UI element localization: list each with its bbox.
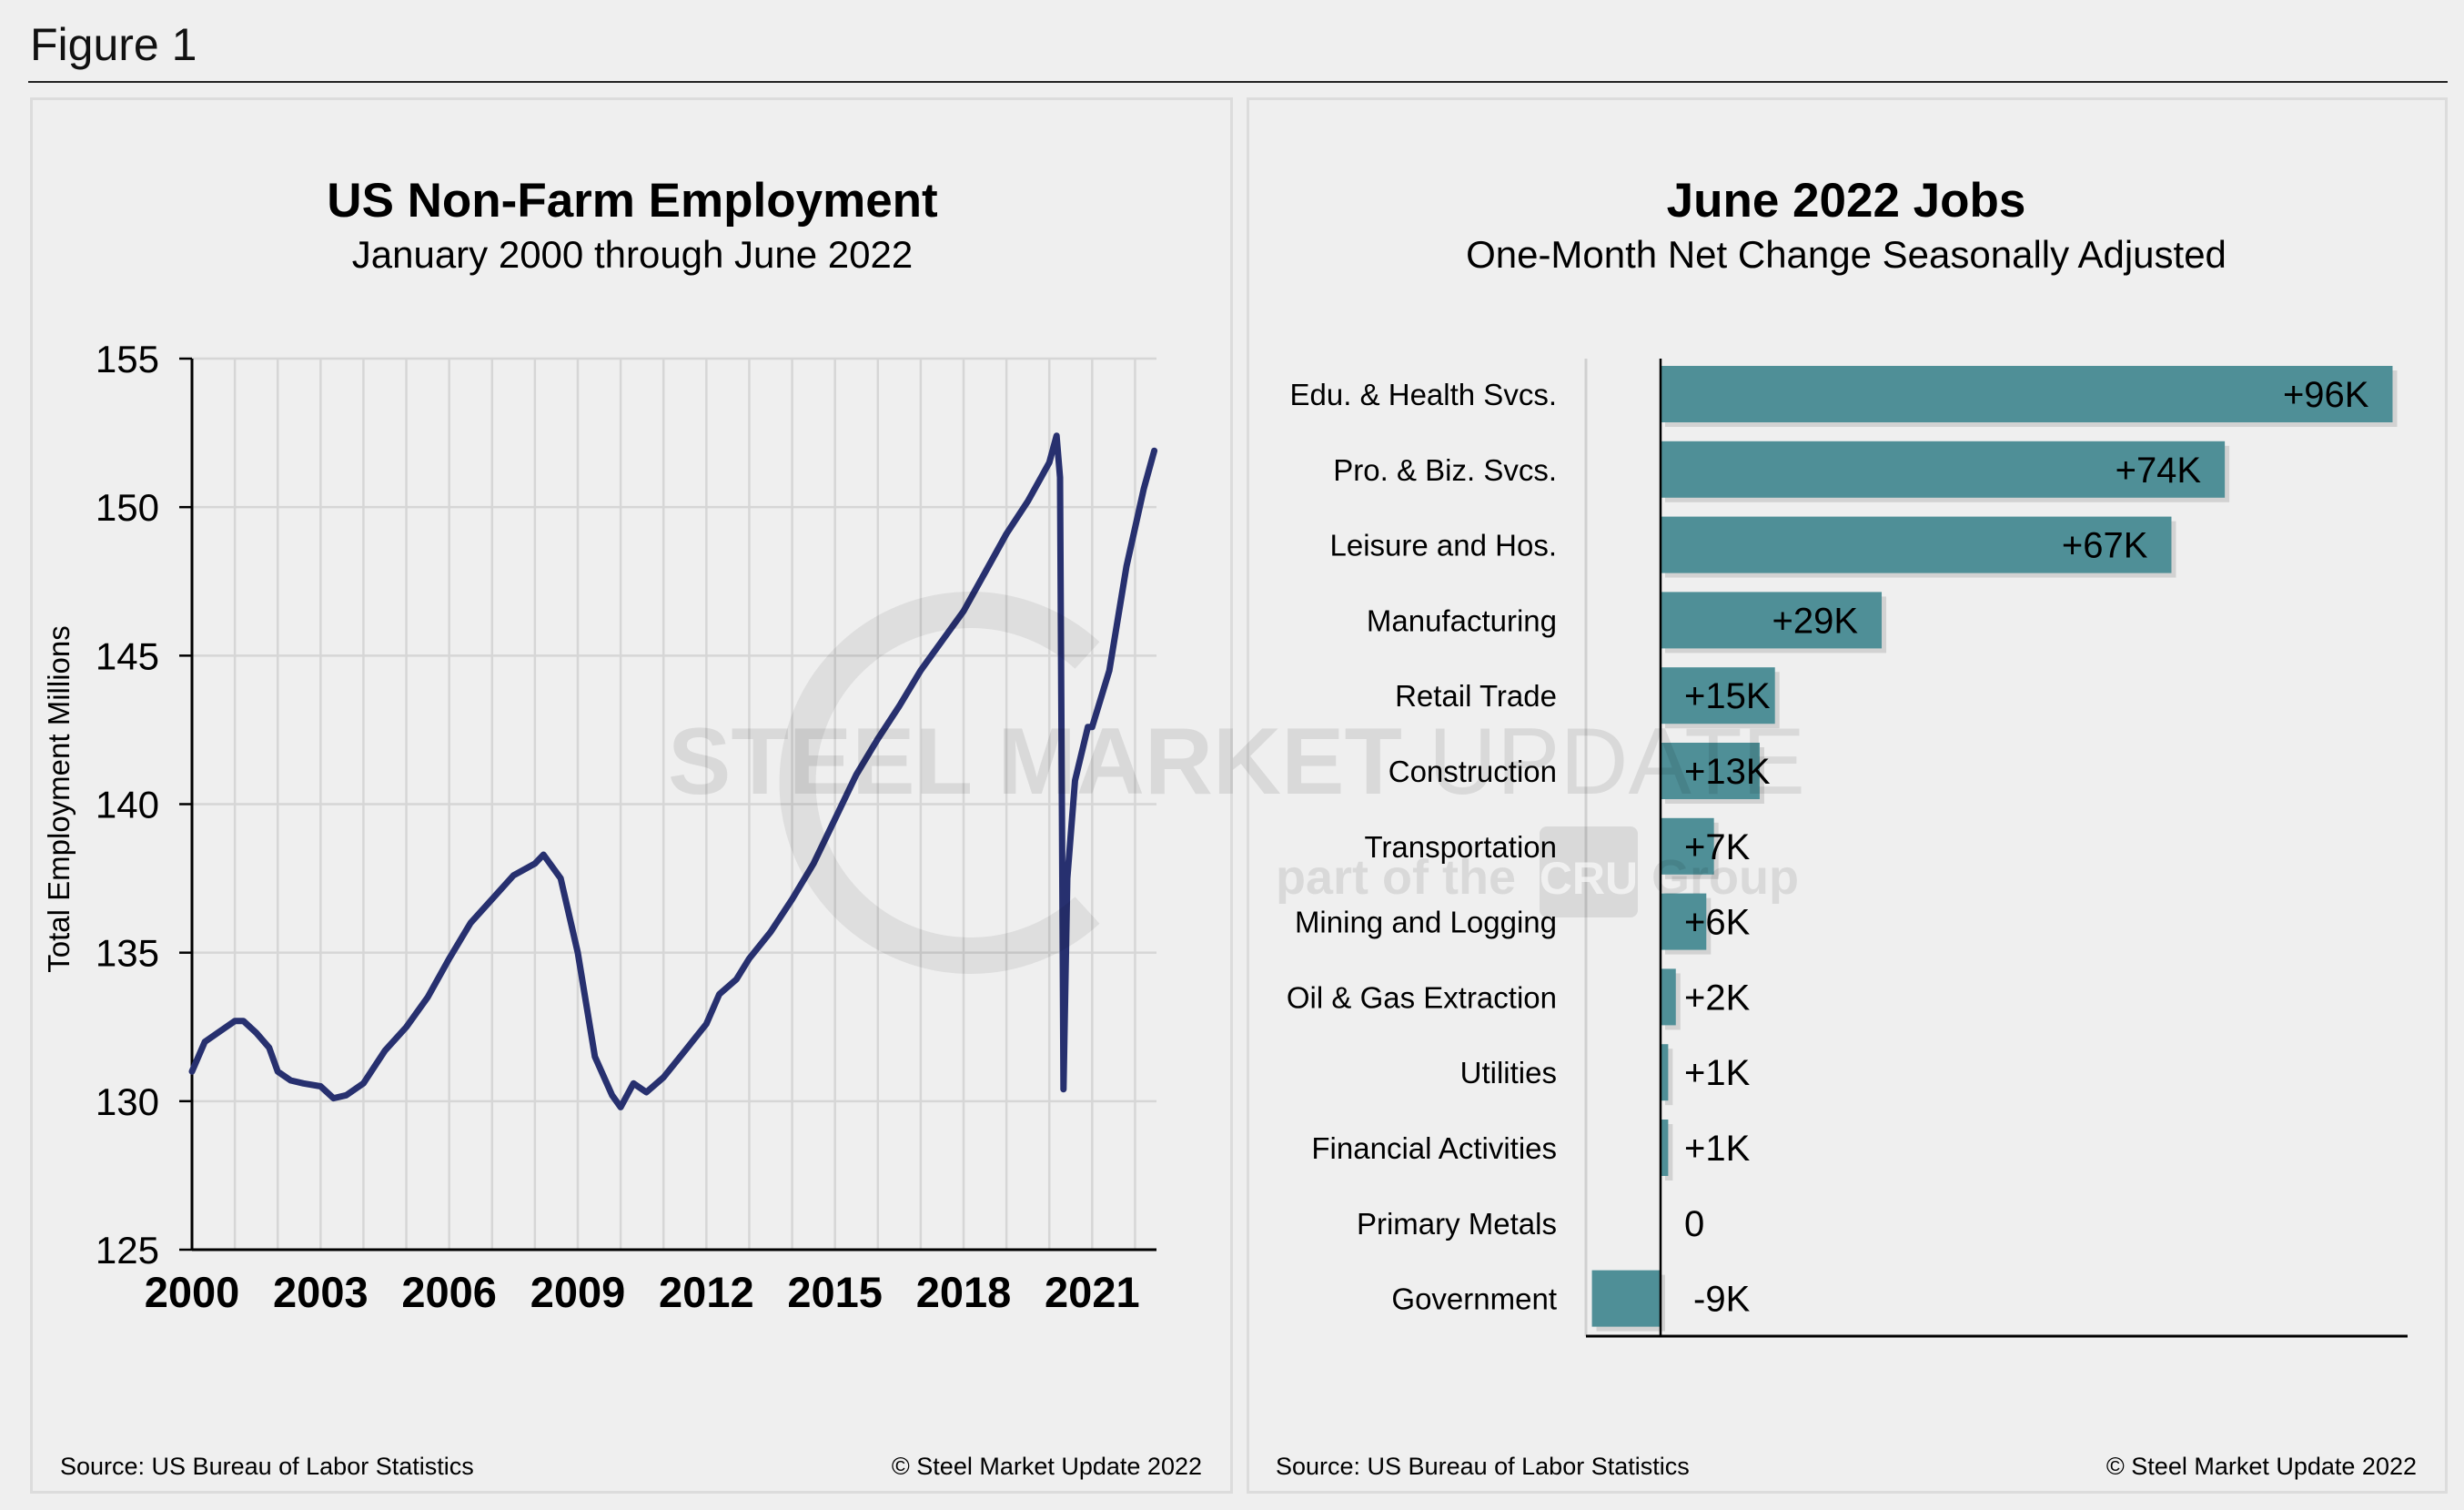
right-copyright: © Steel Market Update 2022 [2106,1453,2417,1480]
jobs-chart-subtitle: One-Month Net Change Seasonally Adjusted [1466,233,2227,276]
y-axis-label: Total Employment Millions [42,625,76,972]
bar [1661,1044,1669,1101]
x-tick-label: 2012 [659,1268,754,1316]
bar [1591,1270,1661,1327]
jobs-chart-panel [1247,97,2448,1494]
bar [1661,817,1714,875]
bar-value-label: -9K [1693,1280,1751,1320]
bar [1661,1120,1669,1176]
bar-shadow [1665,1049,1673,1106]
bar-value-label: 0 [1684,1204,1704,1244]
x-tick-label: 2021 [1045,1268,1140,1316]
bar [1661,667,1775,725]
bar-shadow [1665,1124,1673,1181]
x-tick-label: 2018 [916,1268,1012,1316]
employment-chart-subtitle: January 2000 through June 2022 [351,233,914,276]
employment-line-chart: 125 130 135 140 145 150 155 2000 2003 2006 2009 201… [42,338,1158,1316]
jobs-chart-title: June 2022 Jobs [1666,174,2026,228]
category-label: Pro. & Biz. Svcs. [1333,453,1557,487]
figure-rule [28,81,2448,83]
bar-value-label: +2K [1684,978,1751,1018]
category-label: Primary Metals [1357,1207,1557,1241]
y-tick-label: 135 [96,932,159,975]
category-label: Oil & Gas Extraction [1287,980,1557,1014]
x-tick-label: 2003 [273,1268,369,1316]
category-label: Transportation [1364,830,1557,864]
x-tick-label: 2009 [530,1268,626,1316]
y-tick-label: 145 [96,634,159,677]
bar [1661,893,1707,950]
category-label: Retail Trade [1395,679,1557,713]
category-label: Edu. & Health Svcs. [1290,378,1557,411]
bar [1661,743,1760,799]
employment-chart-panel [30,97,1233,1494]
bar-value-label: +6K [1684,903,1751,943]
category-label: Mining and Logging [1295,906,1557,939]
bar [1661,592,1883,649]
x-tick-label: 2006 [401,1268,497,1316]
x-tick-label: 2000 [145,1268,240,1316]
bar-value-label: +74K [2116,451,2202,491]
bar [1661,441,2226,498]
y-tick-label: 125 [96,1229,159,1272]
bar [1661,968,1676,1026]
left-copyright: © Steel Market Update 2022 [891,1453,1202,1480]
bar-value-label: +1K [1684,1129,1751,1169]
category-label: Financial Activities [1311,1131,1557,1165]
bar-value-label: +29K [1772,601,1858,641]
bar-value-label: +7K [1684,827,1751,867]
x-tick-label: 2015 [787,1268,883,1316]
y-tick-label: 140 [96,784,159,826]
bar-value-label: +67K [2062,526,2148,566]
bar-value-label: +13K [1684,752,1771,792]
y-tick-label: 130 [96,1080,159,1123]
employment-chart-title: US Non-Farm Employment [327,174,938,228]
category-label: Government [1391,1282,1557,1316]
jobs-bar-chart: Edu. & Health Svcs. +96K Pro. & Biz. Svcs.… [1287,359,2408,1338]
category-label: Utilities [1460,1056,1557,1089]
y-tick-label: 150 [96,486,159,529]
bar-value-label: +96K [2283,375,2369,415]
employment-series-line [188,432,1158,1110]
category-label: Construction [1389,755,1557,788]
bar [1661,366,2393,422]
category-label: Leisure and Hos. [1330,529,1557,562]
figure-label: Figure 1 [30,19,197,70]
bar-value-label: +1K [1684,1053,1751,1093]
y-tick-label: 155 [96,338,159,380]
bar-value-label: +15K [1684,676,1771,716]
bar [1661,516,2172,573]
category-label: Manufacturing [1367,603,1557,637]
left-source-note: Source: US Bureau of Labor Statistics [60,1453,474,1480]
right-source-note: Source: US Bureau of Labor Statistics [1276,1453,1690,1480]
